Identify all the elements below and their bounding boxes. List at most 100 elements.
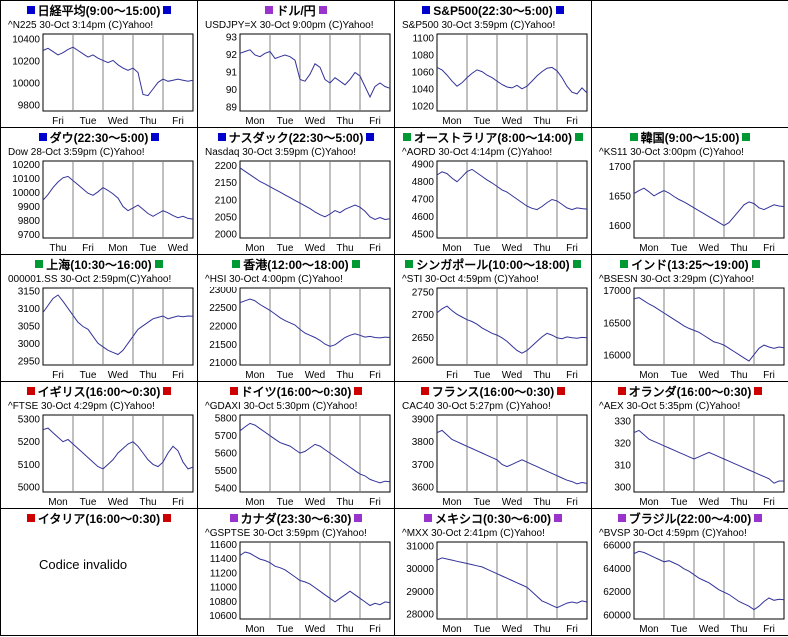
svg-text:5800: 5800 bbox=[215, 414, 238, 425]
svg-text:Fri: Fri bbox=[172, 370, 184, 381]
svg-text:Fri: Fri bbox=[369, 624, 381, 635]
svg-text:11600: 11600 bbox=[210, 541, 238, 551]
svg-text:92: 92 bbox=[226, 50, 238, 61]
market-chart-link[interactable]: 10200 10100 10000 9900 9800 9700 Thu Fri Mon Tue W… bbox=[3, 160, 195, 254]
market-chart-link[interactable]: 1100 1080 1060 1040 1020 Mon Tue Wed Thu Fri bbox=[397, 33, 589, 127]
svg-text:320: 320 bbox=[614, 439, 631, 450]
svg-text:93: 93 bbox=[226, 33, 238, 44]
market-title-row: ドイツ(16:00〜0:30) bbox=[198, 385, 394, 400]
svg-text:Wed: Wed bbox=[502, 624, 522, 635]
market-chart-link[interactable]: 2200 2150 2100 2050 2000 Mon Tue Wed Thu Fri bbox=[200, 160, 392, 254]
svg-text:22000: 22000 bbox=[209, 322, 237, 333]
market-chart-link[interactable]: 31000 30000 29000 28000 Mon Tue Wed Thu Fri bbox=[397, 541, 589, 635]
svg-text:2750: 2750 bbox=[412, 288, 435, 299]
svg-text:Tue: Tue bbox=[80, 116, 97, 127]
market-title-row: 韓国(9:00〜15:00) bbox=[592, 131, 788, 146]
svg-text:Mon: Mon bbox=[442, 243, 461, 254]
market-chart-link[interactable]: 330 320 310 300 Mon Tue Wed Thu Fri bbox=[594, 414, 786, 508]
svg-text:11000: 11000 bbox=[210, 583, 238, 594]
svg-text:Tue: Tue bbox=[474, 370, 491, 381]
market-title-row: ブラジル(22:00〜4:00) bbox=[592, 512, 788, 527]
svg-text:2100: 2100 bbox=[215, 195, 238, 206]
svg-text:Tue: Tue bbox=[80, 370, 97, 381]
svg-text:Thu: Thu bbox=[533, 497, 550, 508]
svg-text:Wed: Wed bbox=[168, 243, 188, 254]
market-chart-link[interactable]: 17000 16500 16000 Mon Tue Wed Thu Fri bbox=[594, 287, 786, 381]
svg-text:Tue: Tue bbox=[140, 243, 157, 254]
region-color-square-icon bbox=[154, 260, 163, 268]
region-color-square-icon bbox=[751, 260, 760, 268]
chart-caption: ^AORD 30-Oct 4:14pm (C)Yahoo! bbox=[402, 147, 553, 158]
svg-text:Thu: Thu bbox=[49, 243, 66, 254]
svg-text:16500: 16500 bbox=[603, 318, 631, 329]
svg-text:Tue: Tue bbox=[474, 243, 491, 254]
market-title-row: フランス(16:00〜0:30) bbox=[395, 385, 591, 400]
svg-text:1040: 1040 bbox=[412, 85, 435, 96]
market-cell bbox=[592, 1, 788, 128]
svg-text:Thu: Thu bbox=[139, 116, 156, 127]
svg-text:16000: 16000 bbox=[603, 350, 631, 361]
svg-text:Mon: Mon bbox=[639, 243, 658, 254]
region-color-square-icon bbox=[423, 514, 432, 522]
svg-text:31000: 31000 bbox=[406, 542, 434, 553]
market-title: 上海(10:30〜16:00) bbox=[46, 258, 152, 272]
svg-text:2200: 2200 bbox=[215, 161, 238, 172]
svg-text:Thu: Thu bbox=[533, 243, 550, 254]
svg-text:1020: 1020 bbox=[412, 102, 435, 113]
region-color-square-icon bbox=[557, 387, 566, 395]
market-title: インド(13:25〜19:00) bbox=[631, 258, 749, 272]
chart-caption: ^FTSE 30-Oct 4:29pm (C)Yahoo! bbox=[8, 401, 155, 412]
market-cell: S&P500(22:30〜5:00) S&P500 30-Oct 3:59pm … bbox=[395, 1, 592, 128]
market-title-row: 香港(12:00〜18:00) bbox=[198, 258, 394, 273]
svg-text:10400: 10400 bbox=[12, 35, 40, 46]
svg-text:10100: 10100 bbox=[12, 174, 40, 185]
svg-text:2700: 2700 bbox=[412, 310, 435, 321]
market-chart-link[interactable]: 5800 5700 5600 5500 5400 Mon Tue Wed Thu Fri bbox=[200, 414, 392, 508]
market-chart-link[interactable]: 10400 10200 10000 9800 Fri Tue Wed Thu Fri bbox=[3, 33, 195, 127]
market-cell: ドイツ(16:00〜0:30) ^GDAXI 30-Oct 5:30pm (C)… bbox=[198, 382, 395, 509]
svg-text:4800: 4800 bbox=[412, 177, 435, 188]
svg-text:Mon: Mon bbox=[48, 497, 67, 508]
region-color-square-icon bbox=[754, 514, 763, 522]
svg-text:5000: 5000 bbox=[18, 482, 41, 493]
svg-text:Fri: Fri bbox=[763, 497, 775, 508]
svg-text:Thu: Thu bbox=[336, 116, 353, 127]
market-chart-link[interactable]: 93 92 91 90 89 Mon Tue Wed Thu Fri bbox=[200, 33, 392, 127]
market-chart-link[interactable]: 1700 1650 1600 Mon Tue Wed Thu Fri bbox=[594, 160, 786, 254]
svg-text:64000: 64000 bbox=[603, 564, 631, 575]
market-cell: メキシコ(0:30〜6:00) ^MXX 30-Oct 2:41pm (C)Ya… bbox=[395, 509, 592, 636]
market-title-row: オーストラリア(8:00〜14:00) bbox=[395, 131, 591, 146]
svg-text:Thu: Thu bbox=[533, 370, 550, 381]
market-title-row: 日経平均(9:00〜15:00) bbox=[1, 4, 197, 19]
market-chart-link[interactable]: 3900 3800 3700 3600 Mon Tue Wed Thu Fri bbox=[397, 414, 589, 508]
svg-text:Wed: Wed bbox=[699, 243, 719, 254]
chart-caption: ^BVSP 30-Oct 4:59pm (C)Yahoo! bbox=[599, 528, 747, 539]
svg-text:5100: 5100 bbox=[18, 460, 41, 471]
svg-text:Thu: Thu bbox=[730, 243, 747, 254]
chart-caption: CAC40 30-Oct 5:27pm (C)Yahoo! bbox=[402, 401, 551, 412]
svg-text:10000: 10000 bbox=[12, 188, 40, 199]
market-chart-link[interactable]: 23000 22500 22000 21500 21000 Mon Tue Wed Thu Fri bbox=[200, 287, 392, 381]
market-chart-link[interactable]: 66000 64000 62000 60000 Mon Tue Wed Thu Fri bbox=[594, 541, 786, 635]
svg-text:2150: 2150 bbox=[215, 178, 238, 189]
svg-text:Fri: Fri bbox=[369, 370, 381, 381]
svg-text:Tue: Tue bbox=[277, 243, 294, 254]
region-color-square-icon bbox=[229, 514, 238, 522]
svg-text:28000: 28000 bbox=[406, 609, 434, 620]
market-chart-link[interactable]: 11600 11400 11200 11000 10800 10600 Mon Tue Wed T… bbox=[200, 541, 392, 635]
market-chart-link[interactable]: 3150 3100 3050 3000 2950 Fri Tue Wed Thu Fri bbox=[3, 287, 195, 381]
market-cell: 韓国(9:00〜15:00) ^KS11 30-Oct 3:00pm (C)Ya… bbox=[592, 128, 788, 255]
svg-text:Thu: Thu bbox=[730, 624, 747, 635]
svg-text:23000: 23000 bbox=[209, 287, 237, 296]
svg-text:17000: 17000 bbox=[603, 287, 631, 297]
svg-text:Fri: Fri bbox=[763, 370, 775, 381]
region-color-square-icon bbox=[163, 6, 172, 14]
chart-caption: ^MXX 30-Oct 2:41pm (C)Yahoo! bbox=[402, 528, 545, 539]
market-chart-link[interactable]: 2750 2700 2650 2600 Fri Tue Wed Thu Fri bbox=[397, 287, 589, 381]
region-color-square-icon bbox=[620, 260, 629, 268]
market-chart-link[interactable]: 5300 5200 5100 5000 Mon Tue Wed Thu Fri bbox=[3, 414, 195, 508]
svg-text:29000: 29000 bbox=[406, 587, 434, 598]
chart-caption: S&P500 30-Oct 3:59pm (C)Yahoo! bbox=[402, 20, 556, 31]
svg-text:89: 89 bbox=[226, 103, 238, 114]
market-chart-link[interactable]: 4900 4800 4700 4600 4500 Mon Tue Wed Thu Fri bbox=[397, 160, 589, 254]
